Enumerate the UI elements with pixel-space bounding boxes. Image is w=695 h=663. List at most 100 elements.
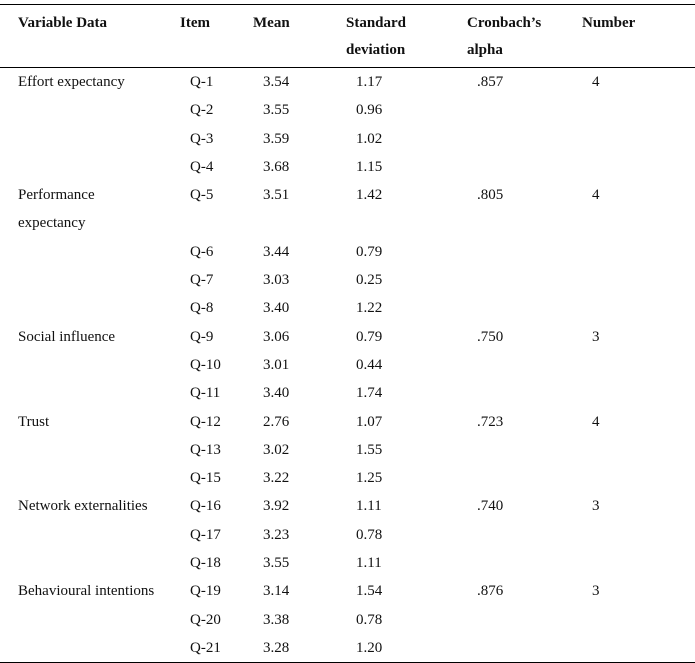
item-cell: Q-3 <box>190 130 214 147</box>
alpha-cell <box>467 521 582 549</box>
item-cell: Q-13 <box>190 441 221 458</box>
mean-cell: 3.40 <box>263 385 290 402</box>
mean-cell: 3.01 <box>263 356 290 373</box>
column-header: Standard deviation <box>346 4 467 68</box>
number-cell <box>582 464 695 492</box>
variable-cell <box>0 294 180 322</box>
sd-cell: 1.02 <box>356 130 383 147</box>
item-cell: Q-1 <box>190 74 214 90</box>
mean-cell: 3.44 <box>263 243 290 260</box>
number-cell <box>582 634 695 663</box>
variable-cell <box>0 96 180 124</box>
mean-cell: 3.55 <box>263 102 290 119</box>
number-cell: 4 <box>592 74 600 90</box>
number-cell <box>582 436 695 464</box>
variable-cell: Network externalities <box>18 498 148 515</box>
variable-cell <box>0 238 180 266</box>
mean-cell: 3.14 <box>263 583 290 600</box>
sd-cell: 1.11 <box>356 555 382 572</box>
sd-cell: 1.07 <box>356 413 383 430</box>
mean-cell: 3.51 <box>263 187 290 204</box>
item-cell: Q-6 <box>190 243 214 260</box>
variable-cell: Behavioural intentions <box>18 583 155 600</box>
item-cell: Q-12 <box>190 413 221 430</box>
table-row: Q-8 3.40 1.22 <box>0 294 695 322</box>
sd-cell: 0.25 <box>356 272 383 289</box>
number-cell <box>582 606 695 634</box>
mean-cell: 2.76 <box>263 413 290 430</box>
item-cell: Q-4 <box>190 158 214 175</box>
item-cell: Q-21 <box>190 639 221 656</box>
number-cell <box>582 153 695 181</box>
sd-cell: 0.78 <box>356 611 383 628</box>
alpha-cell <box>467 351 582 379</box>
number-cell: 3 <box>592 583 600 600</box>
mean-cell: 3.28 <box>263 639 290 656</box>
variable-cell <box>0 634 180 663</box>
table-row: Q-11 3.40 1.74 <box>0 379 695 407</box>
item-cell: Q-19 <box>190 583 221 600</box>
mean-cell: 3.06 <box>263 328 290 345</box>
column-header: Item <box>180 4 253 68</box>
table-row: Behavioural intentions Q-19 3.14 1.54 .876 3 <box>0 577 695 605</box>
variable-cell <box>0 351 180 379</box>
table-row: Q-2 3.55 0.96 <box>0 96 695 124</box>
sd-cell: 0.79 <box>356 243 383 260</box>
table-row: Q-4 3.68 1.15 <box>0 153 695 181</box>
mean-cell: 3.02 <box>263 441 290 458</box>
number-cell <box>582 125 695 153</box>
alpha-cell <box>467 96 582 124</box>
sd-cell: 0.79 <box>356 328 383 345</box>
table-row: Q-6 3.44 0.79 <box>0 238 695 266</box>
variable-cell: Performance expectancy <box>18 187 95 232</box>
header-row: Variable Data Item Mean Standard deviation C… <box>0 4 695 68</box>
alpha-cell <box>467 606 582 634</box>
sd-cell: 1.17 <box>356 74 383 90</box>
variable-cell <box>0 379 180 407</box>
table-row: Q-18 3.55 1.11 <box>0 549 695 577</box>
variable-cell <box>0 436 180 464</box>
table-row: Trust Q-12 2.76 1.07 .723 4 <box>0 408 695 436</box>
item-cell: Q-2 <box>190 102 214 119</box>
number-cell: 3 <box>592 328 600 345</box>
item-cell: Q-18 <box>190 555 221 572</box>
mean-cell: 3.03 <box>263 272 290 289</box>
sd-cell: 1.25 <box>356 470 383 487</box>
mean-cell: 3.55 <box>263 555 290 572</box>
alpha-cell <box>467 153 582 181</box>
column-header: Number <box>582 4 695 68</box>
variable-cell: Trust <box>18 413 50 430</box>
number-cell <box>582 379 695 407</box>
sd-cell: 1.11 <box>356 498 382 515</box>
alpha-cell <box>467 634 582 663</box>
item-cell: Q-20 <box>190 611 221 628</box>
variable-cell <box>0 606 180 634</box>
number-cell: 4 <box>592 187 600 204</box>
sd-cell: 1.15 <box>356 158 383 175</box>
table-row: Q-7 3.03 0.25 <box>0 266 695 294</box>
sd-cell: 1.22 <box>356 300 383 317</box>
alpha-cell <box>467 294 582 322</box>
item-cell: Q-16 <box>190 498 221 515</box>
mean-cell: 3.68 <box>263 158 290 175</box>
alpha-cell <box>467 464 582 492</box>
sd-cell: 1.42 <box>356 187 383 204</box>
table-row: Q-15 3.22 1.25 <box>0 464 695 492</box>
number-cell <box>582 294 695 322</box>
sd-cell: 1.20 <box>356 639 383 656</box>
variable-cell <box>0 266 180 294</box>
alpha-cell: .876 <box>477 583 504 600</box>
mean-cell: 3.38 <box>263 611 290 628</box>
number-cell <box>582 549 695 577</box>
variable-cell <box>0 521 180 549</box>
item-cell: Q-5 <box>190 187 214 204</box>
mean-cell: 3.59 <box>263 130 290 147</box>
mean-cell: 3.54 <box>263 74 290 90</box>
table-row: Q-17 3.23 0.78 <box>0 521 695 549</box>
column-header: Variable Data <box>0 4 180 68</box>
table-row: Q-20 3.38 0.78 <box>0 606 695 634</box>
variable-cell <box>0 125 180 153</box>
item-cell: Q-10 <box>190 356 221 373</box>
variable-cell <box>0 549 180 577</box>
